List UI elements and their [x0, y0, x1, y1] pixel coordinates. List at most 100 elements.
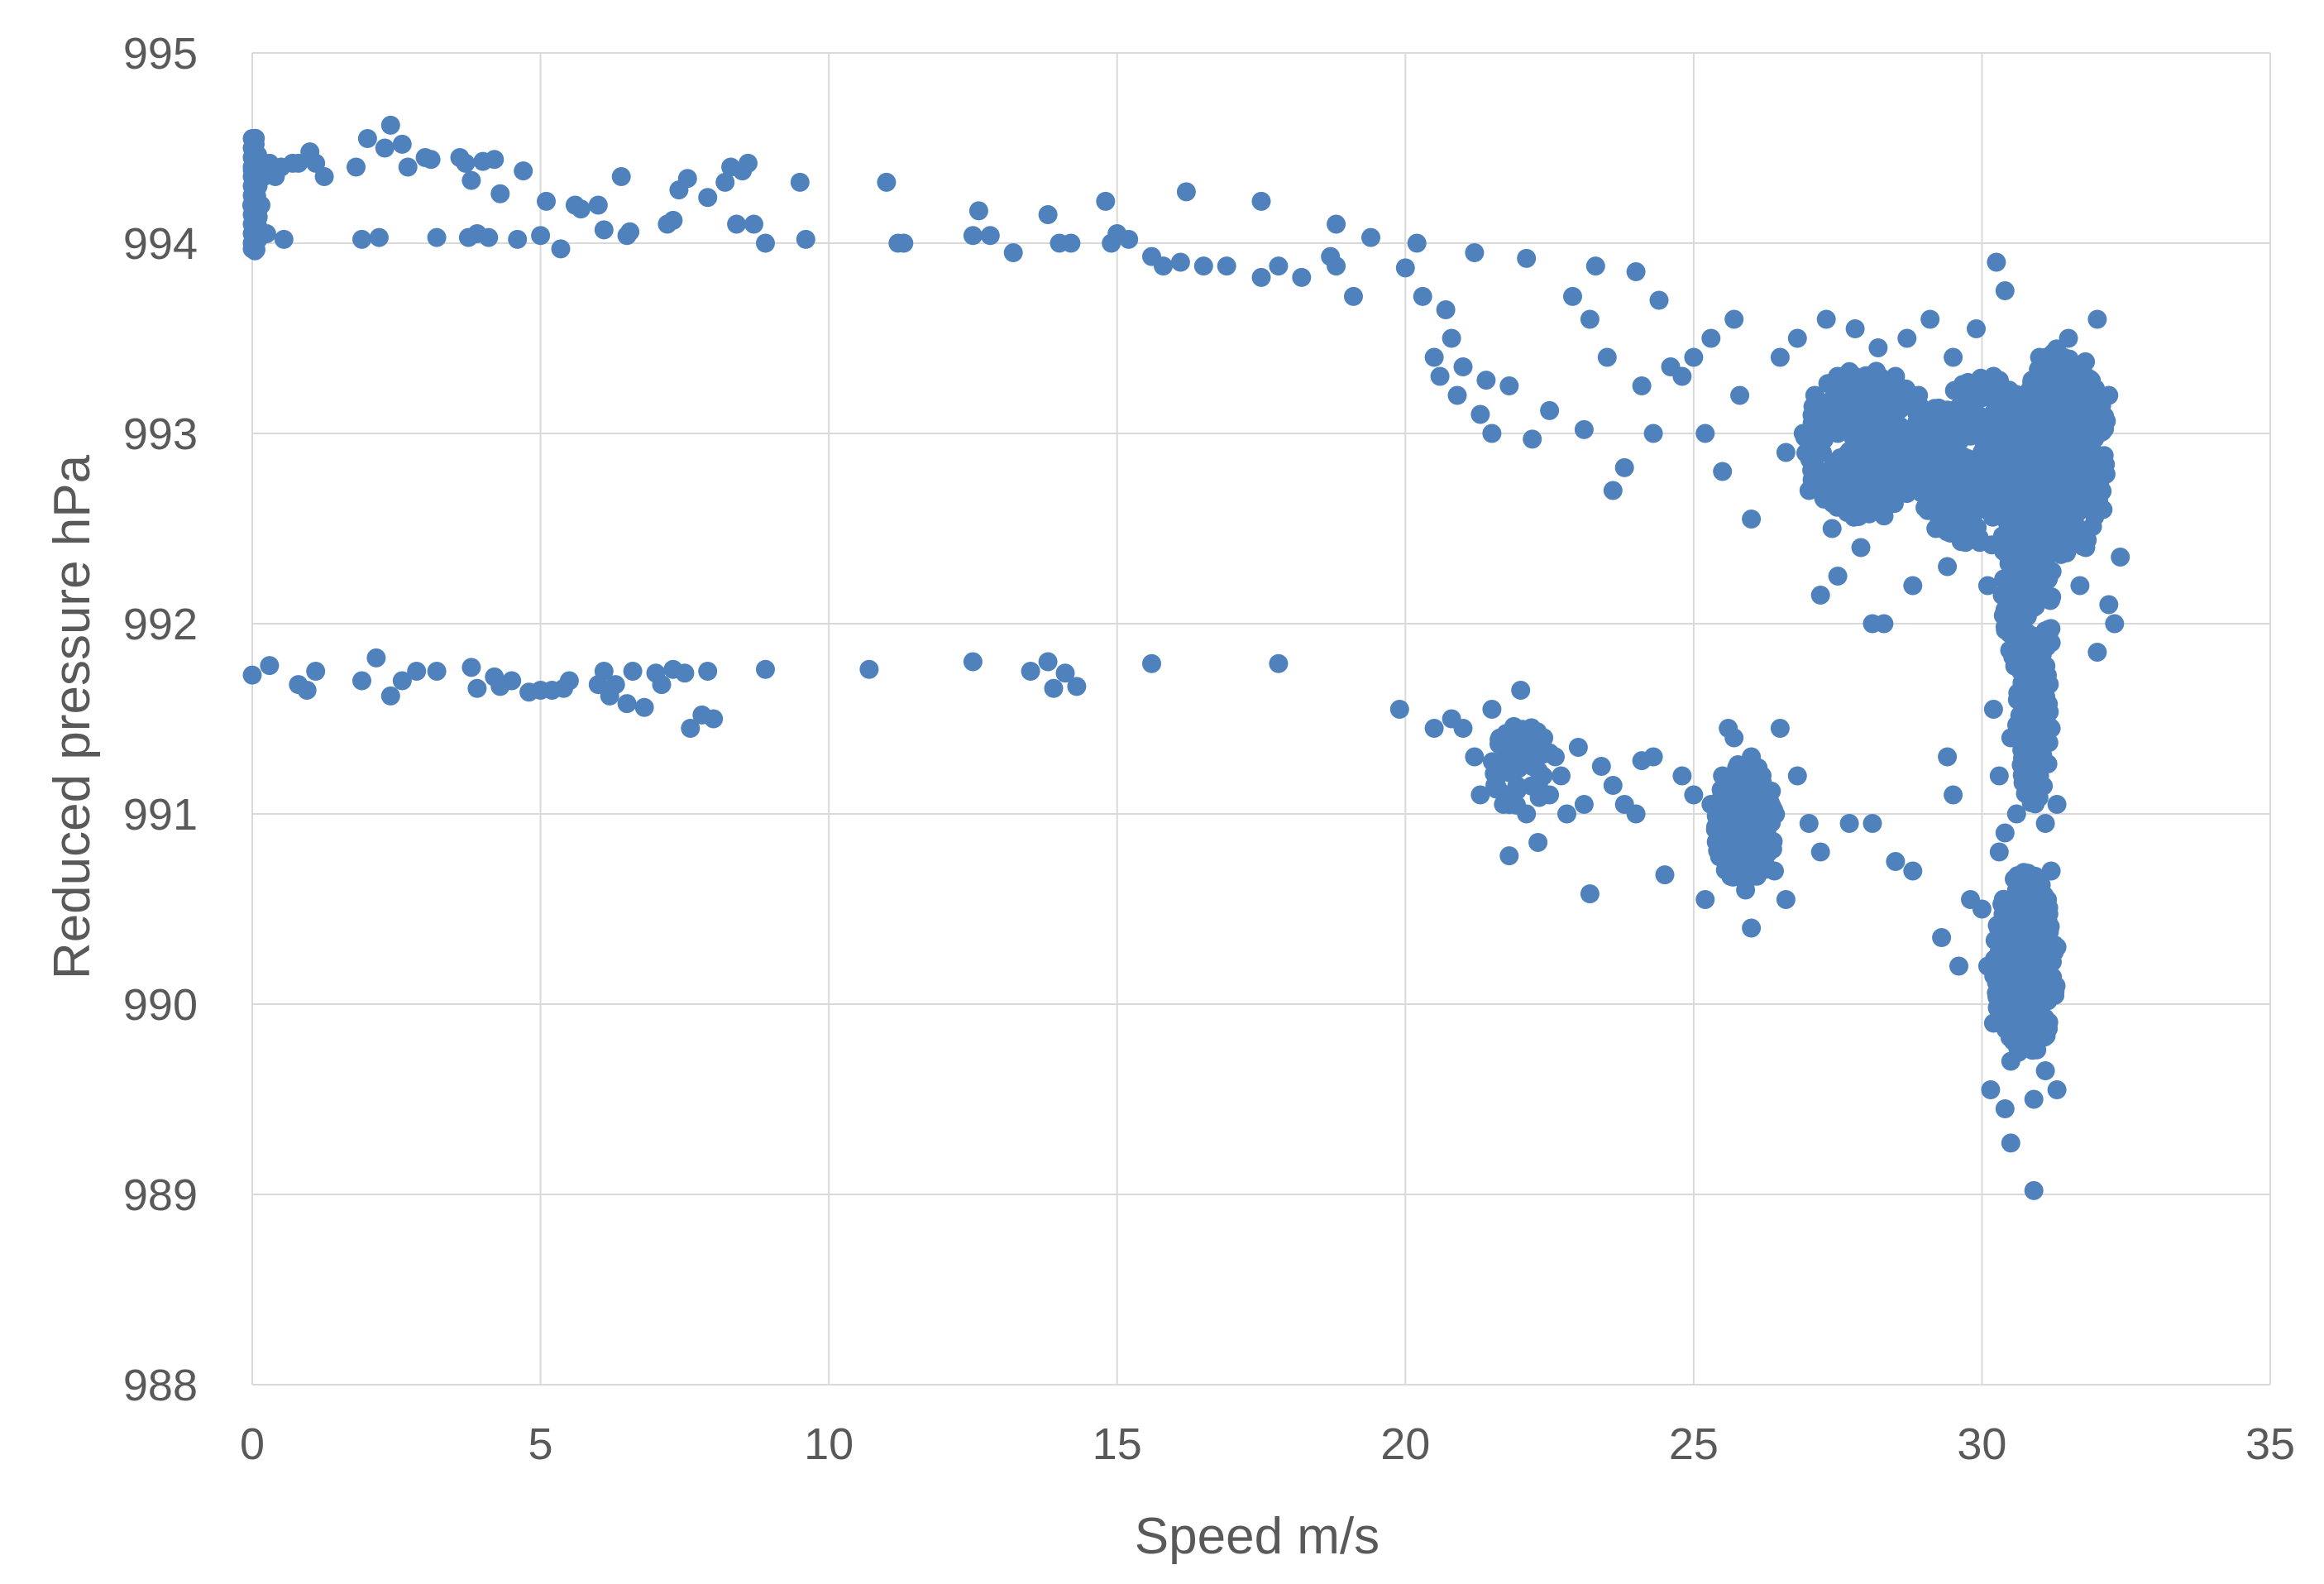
- data-point: [1499, 376, 1519, 395]
- data-point: [1361, 227, 1380, 247]
- data-point: [1597, 347, 1617, 367]
- data-point: [1770, 347, 1790, 367]
- data-point: [1805, 385, 1824, 405]
- data-point: [1920, 309, 1940, 329]
- data-point: [2035, 552, 2055, 571]
- data-point: [1863, 814, 1882, 833]
- data-point: [1748, 842, 1767, 862]
- data-point: [2099, 595, 2119, 615]
- data-point: [1983, 366, 2003, 386]
- data-point: [551, 239, 571, 259]
- data-point: [1839, 462, 1859, 481]
- x-axis-title: Speed m/s: [1135, 1508, 1380, 1565]
- data-point: [2069, 424, 2089, 444]
- data-point: [1672, 366, 1692, 386]
- data-point: [1424, 719, 1444, 738]
- data-point: [1269, 653, 1289, 673]
- data-point: [490, 184, 510, 203]
- data-point: [1251, 267, 1271, 287]
- data-point: [1534, 728, 1554, 748]
- data-point: [1465, 243, 1485, 262]
- data-point: [531, 226, 551, 246]
- data-point: [698, 188, 718, 208]
- data-point: [2024, 1089, 2044, 1109]
- data-point: [347, 157, 366, 177]
- data-point: [1874, 614, 1894, 634]
- data-point: [1753, 785, 1772, 805]
- data-point: [1730, 804, 1750, 824]
- data-point: [1897, 328, 1917, 348]
- data-point: [2041, 861, 2061, 881]
- data-point: [2051, 357, 2071, 376]
- data-point: [1816, 309, 1836, 329]
- data-point: [2076, 366, 2096, 386]
- data-point: [1886, 852, 1906, 871]
- data-point: [1989, 766, 2009, 786]
- data-point: [2035, 814, 2055, 833]
- data-point: [790, 172, 810, 192]
- data-point: [1851, 538, 1871, 558]
- data-point: [1067, 677, 1087, 696]
- data-point: [1453, 357, 1473, 376]
- data-point: [1603, 776, 1623, 795]
- data-point: [1395, 258, 1415, 278]
- data-point: [1995, 823, 2015, 843]
- data-point: [1972, 899, 1992, 919]
- data-point: [1003, 243, 1023, 262]
- data-point: [2058, 481, 2078, 500]
- data-point: [2003, 567, 2023, 586]
- data-point: [620, 222, 640, 242]
- data-point: [1748, 857, 1767, 877]
- data-point: [1552, 766, 1571, 786]
- data-point: [246, 134, 265, 154]
- data-point: [1523, 757, 1542, 776]
- data-point: [2063, 497, 2083, 516]
- data-point: [242, 665, 262, 685]
- data-point: [1863, 366, 1883, 386]
- data-point: [421, 150, 441, 170]
- data-point: [2012, 652, 2032, 672]
- data-point: [1643, 747, 1663, 767]
- data-point: [1430, 366, 1450, 386]
- data-point: [1142, 653, 1161, 673]
- data-point: [1886, 456, 1906, 476]
- data-point: [2059, 328, 2078, 348]
- data-point: [1938, 557, 1958, 577]
- data-point: [1938, 400, 1958, 420]
- data-point: [1929, 446, 1949, 466]
- data-point: [2020, 592, 2039, 612]
- data-point: [485, 150, 504, 170]
- data-point: [1776, 890, 1796, 909]
- data-point: [1787, 328, 1807, 348]
- data-point: [1695, 424, 1715, 443]
- data-point: [571, 199, 591, 219]
- data-point: [1470, 404, 1490, 424]
- data-point: [1972, 443, 1992, 462]
- data-point: [502, 671, 522, 691]
- data-point: [1949, 462, 1968, 481]
- data-point: [375, 138, 395, 158]
- data-point: [1413, 286, 1432, 306]
- data-point: [1557, 804, 1576, 824]
- data-point: [1822, 519, 1842, 538]
- data-point: [1987, 998, 2007, 1017]
- data-point: [2034, 926, 2054, 945]
- data-point: [594, 220, 614, 240]
- data-point: [1574, 419, 1594, 439]
- data-point: [1719, 861, 1738, 881]
- data-point: [256, 224, 276, 243]
- data-point: [1854, 495, 1873, 514]
- data-point: [461, 170, 481, 190]
- x-tick-label: 15: [1093, 1419, 1142, 1469]
- data-point: [963, 652, 983, 672]
- data-point: [1961, 519, 1980, 538]
- data-point: [2097, 411, 2116, 431]
- data-point: [1585, 256, 1605, 276]
- data-point: [1695, 890, 1715, 909]
- data-point: [1770, 719, 1790, 738]
- data-point: [1845, 319, 1865, 338]
- data-point: [1793, 424, 1813, 443]
- data-point: [1886, 366, 1906, 386]
- data-point: [1742, 510, 1762, 529]
